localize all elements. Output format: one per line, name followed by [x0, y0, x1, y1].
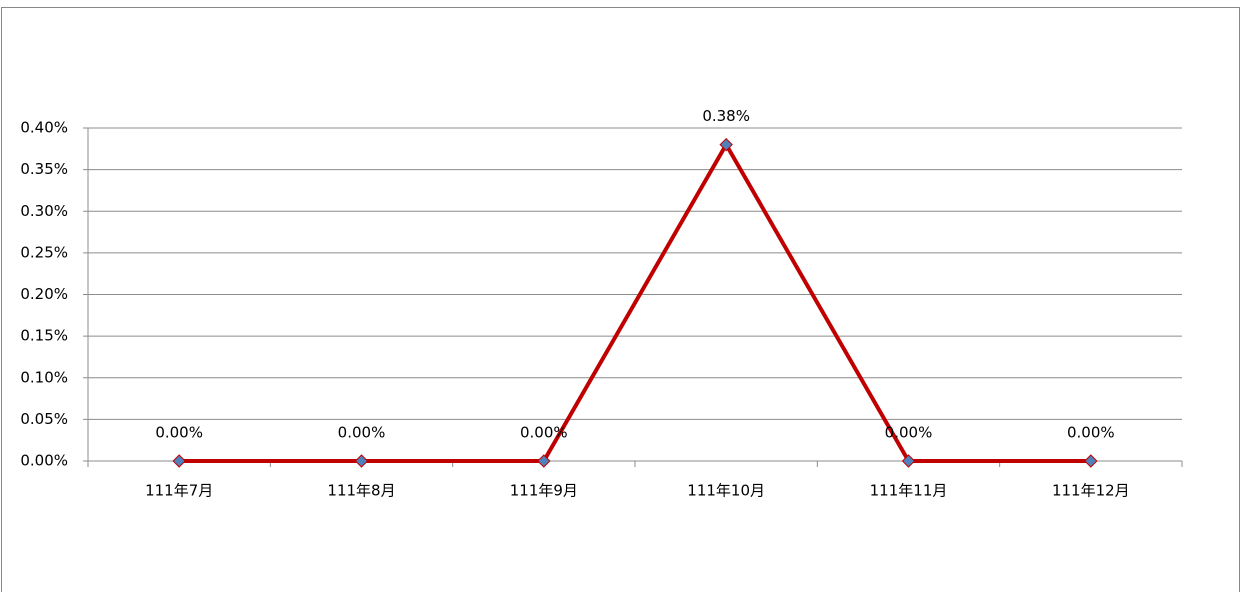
y-tick-label: 0.40% [20, 119, 68, 137]
y-tick-label: 0.20% [20, 285, 68, 303]
data-label: 0.00% [520, 424, 568, 442]
data-label: 0.00% [885, 424, 933, 442]
marker [1084, 454, 1098, 468]
x-tick-label: 111年12月 [1052, 482, 1130, 500]
y-tick-label: 0.00% [20, 452, 68, 470]
data-label: 0.38% [702, 107, 750, 125]
y-tick-label: 0.10% [20, 368, 68, 386]
x-tick-label: 111年8月 [327, 482, 395, 500]
marker [537, 454, 551, 468]
x-tick-label: 111年7月 [145, 482, 213, 500]
data-label: 0.00% [1067, 424, 1115, 442]
y-tick-label: 0.35% [20, 160, 68, 178]
data-label: 0.00% [155, 424, 203, 442]
series-line [179, 142, 1091, 463]
x-tick-label: 111年11月 [870, 482, 948, 500]
x-tick-label: 111年10月 [687, 482, 765, 500]
marker [901, 454, 916, 468]
y-tick-label: 0.25% [20, 243, 68, 261]
y-tick-label: 0.05% [20, 410, 68, 428]
chart-frame [1, 7, 1240, 592]
x-tick-label: 111年9月 [510, 482, 578, 500]
marker [719, 137, 733, 152]
y-tick-label: 0.30% [20, 202, 68, 220]
marker [354, 454, 369, 468]
y-tick-label: 0.15% [20, 327, 68, 345]
marker [172, 454, 186, 468]
data-label: 0.00% [338, 424, 386, 442]
